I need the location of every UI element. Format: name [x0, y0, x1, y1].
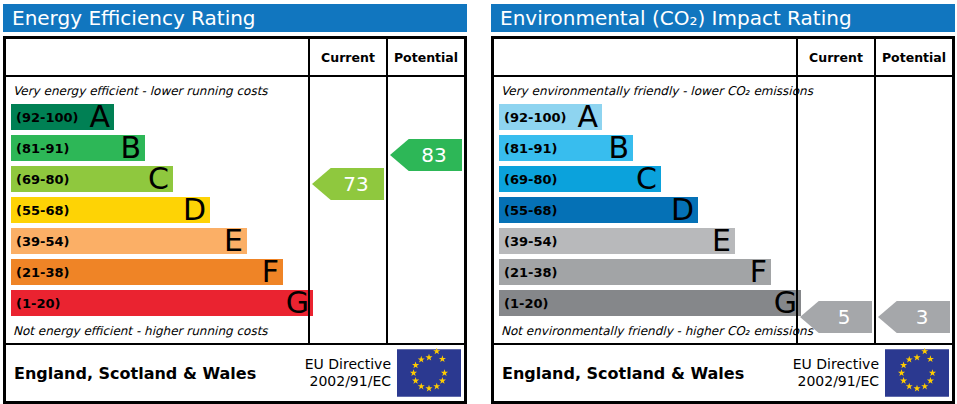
bottom-caption: Not environmentally friendly - higher CO…: [501, 324, 813, 338]
band-range-label: (81-91): [11, 141, 120, 156]
current-rating-value: 5: [838, 305, 851, 329]
band-bar-c: (69-80)C: [11, 166, 173, 192]
band-bar-d: (55-68)D: [499, 197, 698, 223]
bottom-caption: Not energy efficient - higher running co…: [13, 324, 268, 338]
table-header-row: Current Potential: [6, 39, 464, 77]
band-list: (92-100)A (81-91)B (69-80)C (55-68)D (39-54)…: [11, 104, 308, 316]
band-letter: E: [712, 228, 735, 254]
band-range-label: (69-80): [499, 172, 636, 187]
current-column-header: Current: [796, 39, 874, 75]
band-row-a: (92-100)A: [499, 104, 796, 130]
eu-directive-label: EU Directive 2002/91/EC: [305, 356, 397, 391]
band-row-f: (21-38)F: [11, 259, 308, 285]
band-letter: A: [89, 104, 114, 130]
potential-rating-value: 83: [421, 143, 446, 167]
band-row-g: (1-20)G: [499, 290, 796, 316]
current-rating-arrow: 73: [312, 168, 384, 200]
bars-header-cell: [494, 39, 796, 75]
band-range-label: (21-38): [11, 265, 262, 280]
band-bar-e: (39-54)E: [11, 228, 247, 254]
band-letter: E: [224, 228, 247, 254]
band-bar-d: (55-68)D: [11, 197, 210, 223]
band-row-e: (39-54)E: [11, 228, 308, 254]
band-range-label: (55-68): [11, 203, 183, 218]
band-bar-f: (21-38)F: [499, 259, 771, 285]
band-letter: A: [577, 104, 602, 130]
band-range-label: (69-80): [11, 172, 148, 187]
band-range-label: (1-20): [499, 296, 774, 311]
band-range-label: (1-20): [11, 296, 286, 311]
bands-area: Very environmentally friendly - lower CO…: [494, 77, 796, 343]
panel-title: Energy Efficiency Rating: [3, 4, 467, 32]
potential-rating-arrow: 3: [878, 301, 950, 333]
potential-rating-arrow: 83: [390, 139, 462, 171]
current-rating-value: 73: [343, 172, 368, 196]
band-range-label: (92-100): [499, 110, 577, 125]
bars-header-cell: [6, 39, 308, 75]
table-footer-row: England, Scotland & Wales EU Directive 2…: [6, 343, 464, 401]
band-row-c: (69-80)C: [499, 166, 796, 192]
potential-column-header: Potential: [874, 39, 952, 75]
current-value-cell: 73: [308, 77, 386, 343]
eu-flag-icon: [885, 348, 949, 398]
panel-title: Environmental (CO₂) Impact Rating: [491, 4, 955, 32]
band-list: (92-100)A (81-91)B (69-80)C (55-68)D (39-54)…: [499, 104, 796, 316]
table-body-row: Very environmentally friendly - lower CO…: [494, 77, 952, 343]
potential-column-header: Potential: [386, 39, 464, 75]
band-range-label: (92-100): [11, 110, 89, 125]
eu-directive-label: EU Directive 2002/91/EC: [793, 356, 885, 391]
rating-table: Current Potential Very energy efficient …: [3, 36, 467, 404]
band-range-label: (21-38): [499, 265, 750, 280]
top-caption: Very energy efficient - lower running co…: [11, 77, 308, 104]
band-row-g: (1-20)G: [11, 290, 308, 316]
band-bar-a: (92-100)A: [11, 104, 114, 130]
potential-value-cell: 83: [386, 77, 464, 343]
band-letter: C: [148, 166, 173, 192]
band-row-a: (92-100)A: [11, 104, 308, 130]
top-caption: Very environmentally friendly - lower CO…: [499, 77, 796, 104]
current-column-header: Current: [308, 39, 386, 75]
band-row-b: (81-91)B: [499, 135, 796, 161]
table-footer-row: England, Scotland & Wales EU Directive 2…: [494, 343, 952, 401]
region-label: England, Scotland & Wales: [6, 364, 305, 383]
band-letter: F: [750, 259, 771, 285]
band-bar-g: (1-20)G: [499, 290, 801, 316]
band-bar-b: (81-91)B: [11, 135, 145, 161]
band-range-label: (81-91): [499, 141, 608, 156]
band-letter: D: [183, 197, 210, 223]
band-letter: D: [671, 197, 698, 223]
energy-efficiency-panel: Energy Efficiency Rating Current Potenti…: [3, 4, 467, 404]
band-row-c: (69-80)C: [11, 166, 308, 192]
table-body-row: Very energy efficient - lower running co…: [6, 77, 464, 343]
band-letter: B: [608, 135, 633, 161]
rating-table: Current Potential Very environmentally f…: [491, 36, 955, 404]
band-letter: C: [636, 166, 661, 192]
environmental-impact-panel: Environmental (CO₂) Impact Rating Curren…: [491, 4, 955, 404]
band-row-b: (81-91)B: [11, 135, 308, 161]
band-letter: B: [120, 135, 145, 161]
band-letter: F: [262, 259, 283, 285]
epc-charts: Energy Efficiency Rating Current Potenti…: [0, 0, 957, 404]
band-bar-c: (69-80)C: [499, 166, 661, 192]
band-bar-a: (92-100)A: [499, 104, 602, 130]
potential-value-cell: 3: [874, 77, 952, 343]
band-row-d: (55-68)D: [11, 197, 308, 223]
band-row-f: (21-38)F: [499, 259, 796, 285]
band-bar-g: (1-20)G: [11, 290, 313, 316]
band-range-label: (39-54): [11, 234, 224, 249]
table-header-row: Current Potential: [494, 39, 952, 77]
current-rating-arrow: 5: [800, 301, 872, 333]
band-row-e: (39-54)E: [499, 228, 796, 254]
band-row-d: (55-68)D: [499, 197, 796, 223]
eu-flag-icon: [397, 348, 461, 398]
bands-area: Very energy efficient - lower running co…: [6, 77, 308, 343]
potential-rating-value: 3: [916, 305, 929, 329]
region-label: England, Scotland & Wales: [494, 364, 793, 383]
band-bar-e: (39-54)E: [499, 228, 735, 254]
band-range-label: (55-68): [499, 203, 671, 218]
band-bar-b: (81-91)B: [499, 135, 633, 161]
current-value-cell: 5: [796, 77, 874, 343]
band-bar-f: (21-38)F: [11, 259, 283, 285]
band-range-label: (39-54): [499, 234, 712, 249]
